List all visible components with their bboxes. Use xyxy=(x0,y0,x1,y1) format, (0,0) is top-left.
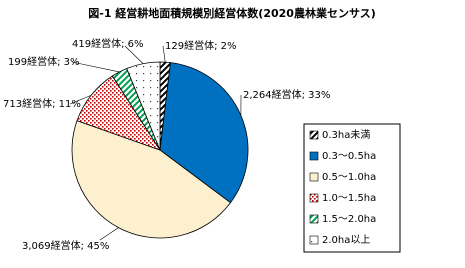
legend-label: 2.0ha以上 xyxy=(322,234,370,246)
leader-line xyxy=(124,45,144,64)
data-label: 713経営体; 11% xyxy=(3,97,81,110)
legend-swatch xyxy=(309,172,319,182)
legend-box xyxy=(303,123,401,253)
leader-line xyxy=(99,227,119,241)
legend-swatch xyxy=(309,130,319,140)
legend-label: 0.3～0.5ha xyxy=(322,151,376,162)
data-label: 419経営体; 6% xyxy=(72,37,144,50)
legend-label: 0.3ha未満 xyxy=(322,129,370,141)
pie-slice xyxy=(126,61,161,151)
legend-swatch xyxy=(309,235,319,245)
legend-swatch xyxy=(309,193,319,203)
data-label: 2,264経営体; 33% xyxy=(243,88,330,101)
data-label: 3,069経営体; 45% xyxy=(22,239,109,252)
leader-line xyxy=(162,45,166,63)
leader-line xyxy=(71,61,120,73)
legend-label: 1.0～1.5ha xyxy=(322,193,376,204)
chart-title: 図-1 経営耕地面積規模別経営体数(2020農林業センサス) xyxy=(88,6,376,20)
legend-swatch xyxy=(309,214,319,224)
legend-swatch xyxy=(309,151,319,161)
legend-label: 0.5～1.0ha xyxy=(322,172,376,183)
data-label: 129経営体; 2% xyxy=(165,39,237,52)
data-label: 199経営体; 3% xyxy=(8,55,80,68)
pie-slice xyxy=(71,120,232,239)
legend-label: 1.5～2.0ha xyxy=(322,214,376,225)
leader-line xyxy=(69,95,92,105)
